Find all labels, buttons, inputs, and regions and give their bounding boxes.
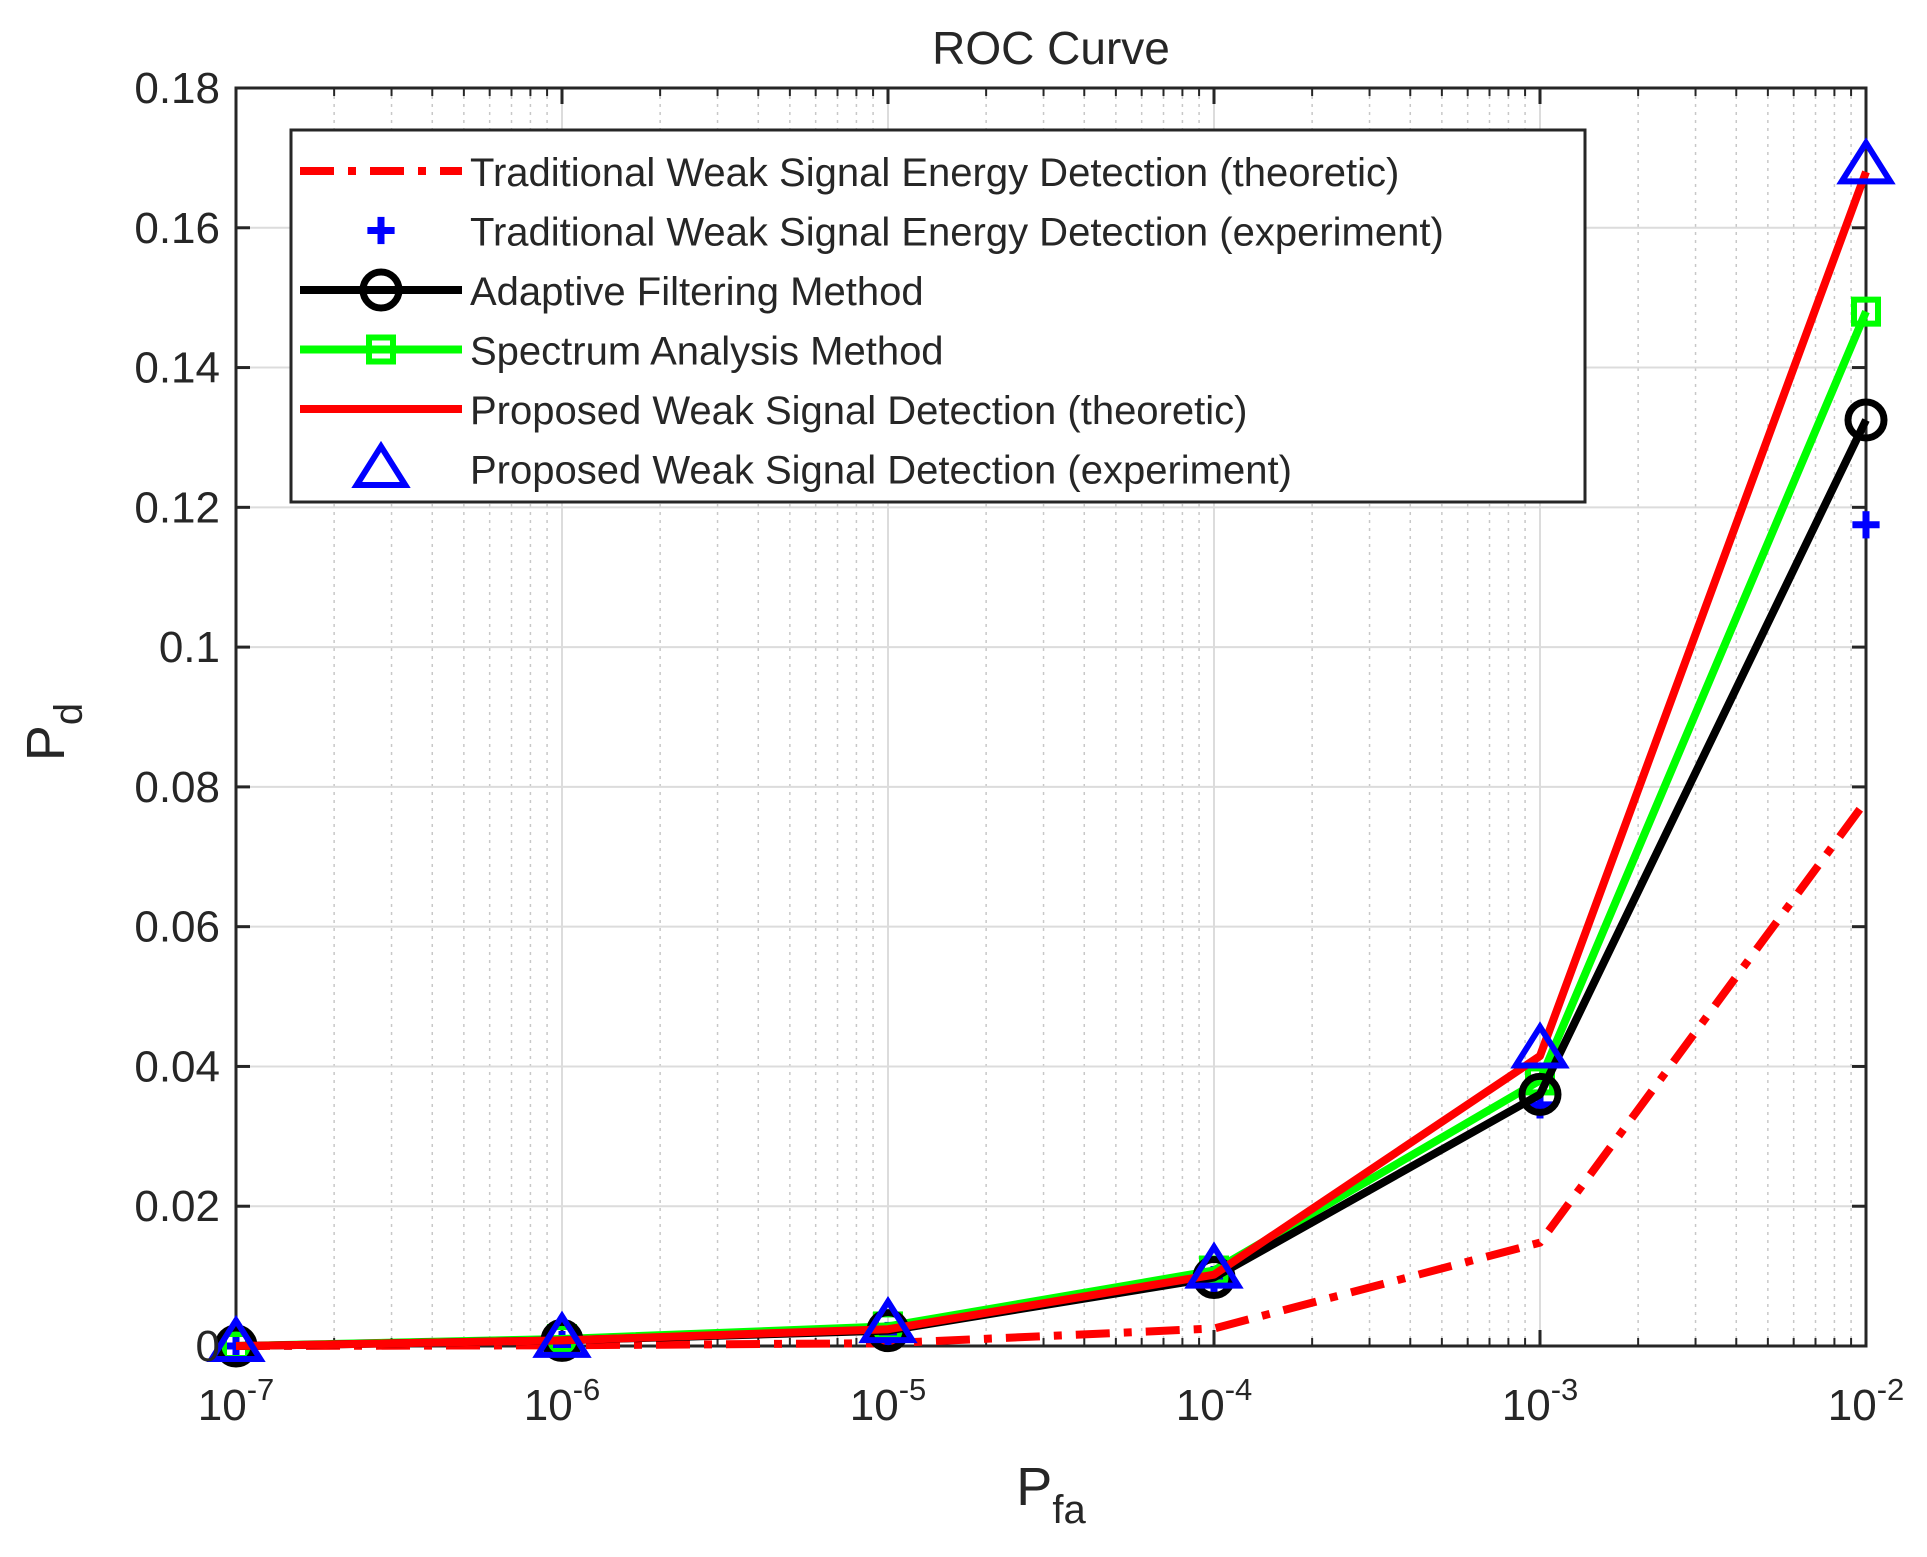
data-point: [1852, 511, 1880, 539]
y-tick-label: 0.1: [159, 623, 220, 672]
x-tick-exponent: -5: [899, 1372, 927, 1407]
x-axis-label-sub: fa: [1052, 1488, 1086, 1532]
y-tick-label: 0.14: [134, 344, 220, 393]
data-point: [1510, 1021, 1570, 1069]
series-line: [235, 798, 1870, 1350]
x-tick-exponent: -6: [573, 1372, 601, 1407]
data-point: [1851, 296, 1881, 327]
y-axis-label-sub: d: [47, 703, 91, 725]
y-tick-label: 0.18: [134, 64, 220, 113]
series-4: [235, 170, 1870, 1350]
legend-label: Traditional Weak Signal Energy Detection…: [470, 211, 1444, 255]
x-tick-exponent: -2: [1877, 1372, 1905, 1407]
y-tick-label: 0.12: [134, 483, 220, 532]
data-point: [1184, 1241, 1244, 1289]
y-tick-label: 0.08: [134, 763, 220, 812]
y-tick-label: 0.16: [134, 204, 220, 253]
axes: [234, 86, 1868, 1348]
y-tick-label: 0: [196, 1322, 220, 1371]
x-tick-base: 10: [198, 1381, 247, 1430]
legend-marker: [366, 334, 396, 365]
legend: Traditional Weak Signal Energy Detection…: [289, 128, 1587, 504]
legend-marker: [351, 440, 411, 489]
legend-item: Traditional Weak Signal Energy Detection…: [300, 151, 1399, 195]
x-tick-label: 10-3: [1502, 1372, 1579, 1430]
series-line: [235, 170, 1870, 1350]
y-axis-label: Pd: [16, 703, 91, 761]
x-tick-base: 10: [1828, 1381, 1877, 1430]
y-tick-label: 0.06: [134, 903, 220, 952]
x-tick-base: 10: [1502, 1381, 1551, 1430]
legend-box: [289, 128, 1587, 504]
legend-item: Proposed Weak Signal Detection (theoreti…: [300, 389, 1247, 433]
x-tick-base: 10: [850, 1381, 899, 1430]
legend-label: Proposed Weak Signal Detection (experime…: [470, 449, 1292, 493]
legend-item: Traditional Weak Signal Energy Detection…: [367, 211, 1444, 255]
x-tick-label: 10-7: [198, 1372, 275, 1430]
x-tick-exponent: -4: [1225, 1372, 1253, 1407]
x-tick-label: 10-5: [850, 1372, 927, 1430]
series-0: [235, 798, 1870, 1350]
x-tick-base: 10: [524, 1381, 573, 1430]
chart-title: ROC Curve: [932, 22, 1170, 74]
legend-label: Spectrum Analysis Method: [470, 330, 944, 374]
y-tick-label: 0.02: [134, 1182, 220, 1231]
y-axis-label-main: P: [16, 725, 76, 761]
legend-item: Proposed Weak Signal Detection (experime…: [351, 440, 1292, 493]
legend-label: Traditional Weak Signal Energy Detection…: [470, 151, 1399, 195]
data-point: [206, 1314, 266, 1363]
legend-item: Adaptive Filtering Method: [300, 268, 924, 314]
data-point: [858, 1295, 918, 1344]
x-axis-label: Pfa: [1016, 1457, 1086, 1532]
legend-item: Spectrum Analysis Method: [300, 330, 944, 374]
axes-box: [234, 86, 1868, 1348]
data-point: [1836, 137, 1896, 185]
x-axis-label-main: P: [1016, 1457, 1052, 1517]
y-tick-label: 0.04: [134, 1042, 220, 1091]
x-tick-label: 10-6: [524, 1372, 601, 1430]
series-5: [206, 137, 1896, 1363]
x-tick-base: 10: [1176, 1381, 1225, 1430]
data-point: [532, 1310, 592, 1358]
x-tick-label: 10-4: [1176, 1372, 1253, 1430]
tick-labels: 00.020.040.060.080.10.120.140.160.1810-7…: [134, 64, 1904, 1430]
legend-marker: [367, 216, 395, 245]
legend-label: Proposed Weak Signal Detection (theoreti…: [470, 389, 1247, 433]
x-tick-exponent: -3: [1551, 1372, 1579, 1407]
x-tick-label: 10-2: [1828, 1372, 1905, 1430]
legend-label: Adaptive Filtering Method: [470, 270, 924, 314]
data-point: [1518, 1072, 1562, 1116]
plot-series: [206, 137, 1896, 1368]
x-tick-exponent: -7: [247, 1372, 275, 1407]
data-point: [1844, 398, 1888, 442]
legend-marker: [359, 268, 403, 312]
